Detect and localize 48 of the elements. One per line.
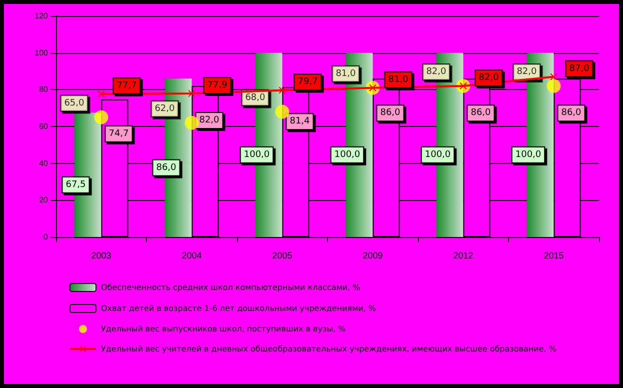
x-tick-label: 2004 [182, 250, 202, 260]
data-label: 86,0 [470, 108, 492, 118]
data-label: 86,0 [561, 108, 582, 118]
y-tick-label: 0 [44, 232, 49, 242]
legend-label: Охват детей в возрасте 1-6 лет дошкольными учреждениями, % [101, 304, 376, 313]
data-label: 81,0 [388, 74, 409, 85]
data-label: 87,0 [569, 64, 590, 74]
point [94, 110, 108, 124]
data-label: 62,0 [154, 104, 176, 114]
legend-label: Удельный вес выпускников школ, поступивших в вузы, % [101, 324, 346, 334]
point [546, 78, 561, 93]
data-label: 79,7 [298, 77, 318, 88]
x-tick-label: 2003 [91, 250, 112, 260]
x-tick-label: 2009 [362, 250, 383, 260]
data-label: 68,0 [245, 92, 266, 103]
legend-label: Обеспеченность средних школ компьютерными классами, % [101, 283, 361, 292]
data-label: 82,0 [516, 66, 538, 77]
point [98, 90, 105, 98]
data-label: 82,0 [478, 72, 500, 83]
data-label: 65,0 [64, 98, 85, 108]
x-tick-label: 2012 [453, 250, 474, 260]
data-label: 77,7 [116, 80, 137, 91]
data-label: 86,0 [156, 162, 177, 173]
data-label: 100,0 [334, 150, 360, 160]
data-label: 67,5 [66, 180, 86, 190]
legend-label: Удельный вес учителей в дневных общеобразовательных учреждениях, имеющих высшее образование, % [101, 344, 557, 354]
point [278, 86, 286, 94]
point [550, 73, 558, 80]
data-label: 100,0 [244, 150, 270, 160]
y-tick-label: 80 [39, 85, 49, 94]
y-tick-label: 100 [34, 48, 49, 58]
point [275, 104, 290, 119]
data-label: 81,0 [336, 68, 356, 79]
data-label: 81,4 [290, 116, 310, 127]
data-label: 100,0 [515, 150, 542, 160]
data-label: 86,0 [380, 108, 401, 118]
data-label: 82,0 [199, 115, 220, 126]
y-tick-label: 40 [39, 158, 49, 168]
x-tick-label: 2015 [544, 250, 564, 260]
y-tick-label: 120 [34, 12, 49, 20]
x-tick-label: 2005 [272, 250, 292, 260]
data-label: 82,0 [426, 66, 447, 77]
data-label: 74,7 [108, 128, 129, 139]
y-tick-label: 60 [39, 122, 49, 131]
data-label: 77,9 [207, 80, 228, 91]
y-tick-label: 20 [39, 196, 49, 205]
data-label: 100,0 [424, 150, 451, 160]
point [184, 116, 199, 130]
